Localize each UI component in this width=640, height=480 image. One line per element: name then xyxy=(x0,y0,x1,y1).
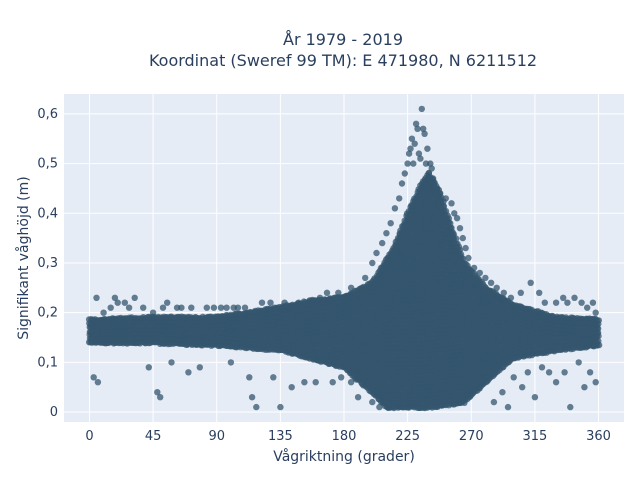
data-points xyxy=(85,105,603,412)
chart-title-line2: Koordinat (Sweref 99 TM): E 471980, N 62… xyxy=(149,51,537,70)
chart-title-line1: År 1979 - 2019 xyxy=(283,30,403,49)
